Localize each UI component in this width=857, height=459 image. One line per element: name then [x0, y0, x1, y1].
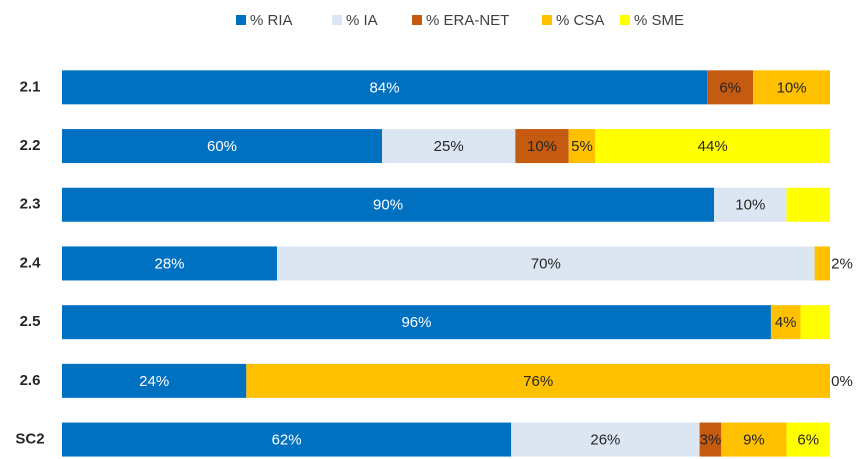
- data-label: 10%: [527, 138, 557, 155]
- category-label: SC2: [15, 431, 44, 448]
- bar-segment: [62, 187, 715, 222]
- data-label: 6%: [797, 432, 819, 449]
- bar-segment: [786, 187, 830, 222]
- bar-segment: [786, 422, 830, 457]
- bar-segment: [62, 422, 512, 457]
- data-label: 26%: [590, 432, 620, 449]
- data-label: 6%: [719, 79, 741, 96]
- data-label: 28%: [155, 255, 185, 272]
- category-label: 2.4: [20, 254, 42, 271]
- category-label: 2.3: [20, 196, 41, 213]
- data-label: 10%: [735, 197, 765, 214]
- bar-segment: [721, 422, 787, 457]
- data-label: 2%: [831, 255, 853, 272]
- bar-segment: [62, 129, 382, 164]
- bar-segment: [62, 246, 278, 281]
- bar-segment: [770, 305, 801, 340]
- bar-segment: [707, 70, 754, 105]
- category-label: 2.5: [20, 313, 41, 330]
- data-label: 84%: [370, 79, 400, 96]
- data-label: 25%: [434, 138, 464, 155]
- data-label: 24%: [139, 373, 169, 390]
- bar-segment: [595, 129, 830, 164]
- category-label: 2.1: [20, 78, 41, 95]
- data-label: 3%: [700, 432, 722, 449]
- bar-segment: [814, 246, 830, 281]
- data-label: 9%: [743, 432, 765, 449]
- data-label: 76%: [523, 373, 553, 390]
- legend-label: % CSA: [556, 12, 604, 29]
- legend-swatch: [412, 15, 422, 25]
- data-label: 5%: [571, 138, 593, 155]
- legend-label: % RIA: [250, 12, 293, 29]
- bar-segment: [515, 129, 569, 164]
- bar-segment: [699, 422, 722, 457]
- legend-swatch: [236, 15, 246, 25]
- category-label: 2.2: [20, 137, 41, 154]
- bar-segment: [753, 70, 830, 105]
- bar-segment: [568, 129, 596, 164]
- bar-segment: [714, 187, 787, 222]
- legend-label: % IA: [346, 12, 378, 29]
- legend-swatch: [542, 15, 552, 25]
- data-label: 96%: [401, 314, 431, 331]
- data-label: 0%: [831, 373, 853, 390]
- data-label: 44%: [698, 138, 728, 155]
- data-label: 60%: [207, 138, 237, 155]
- data-label: 90%: [373, 197, 403, 214]
- legend-swatch: [332, 15, 342, 25]
- data-label: 70%: [531, 255, 561, 272]
- bar-segment: [382, 129, 516, 164]
- bar-segment: [246, 363, 830, 398]
- data-label: 10%: [777, 79, 807, 96]
- bar-segment: [800, 305, 830, 340]
- bar-segment: [62, 305, 771, 340]
- bar-segment: [277, 246, 815, 281]
- bar-segment: [511, 422, 700, 457]
- data-label: 4%: [775, 314, 797, 331]
- legend-label: % ERA-NET: [426, 12, 509, 29]
- category-label: 2.6: [20, 372, 41, 389]
- bar-segment: [62, 70, 708, 105]
- legend-swatch: [620, 15, 630, 25]
- bar-segment: [62, 363, 247, 398]
- legend-label: % SME: [634, 12, 684, 29]
- data-label: 62%: [272, 432, 302, 449]
